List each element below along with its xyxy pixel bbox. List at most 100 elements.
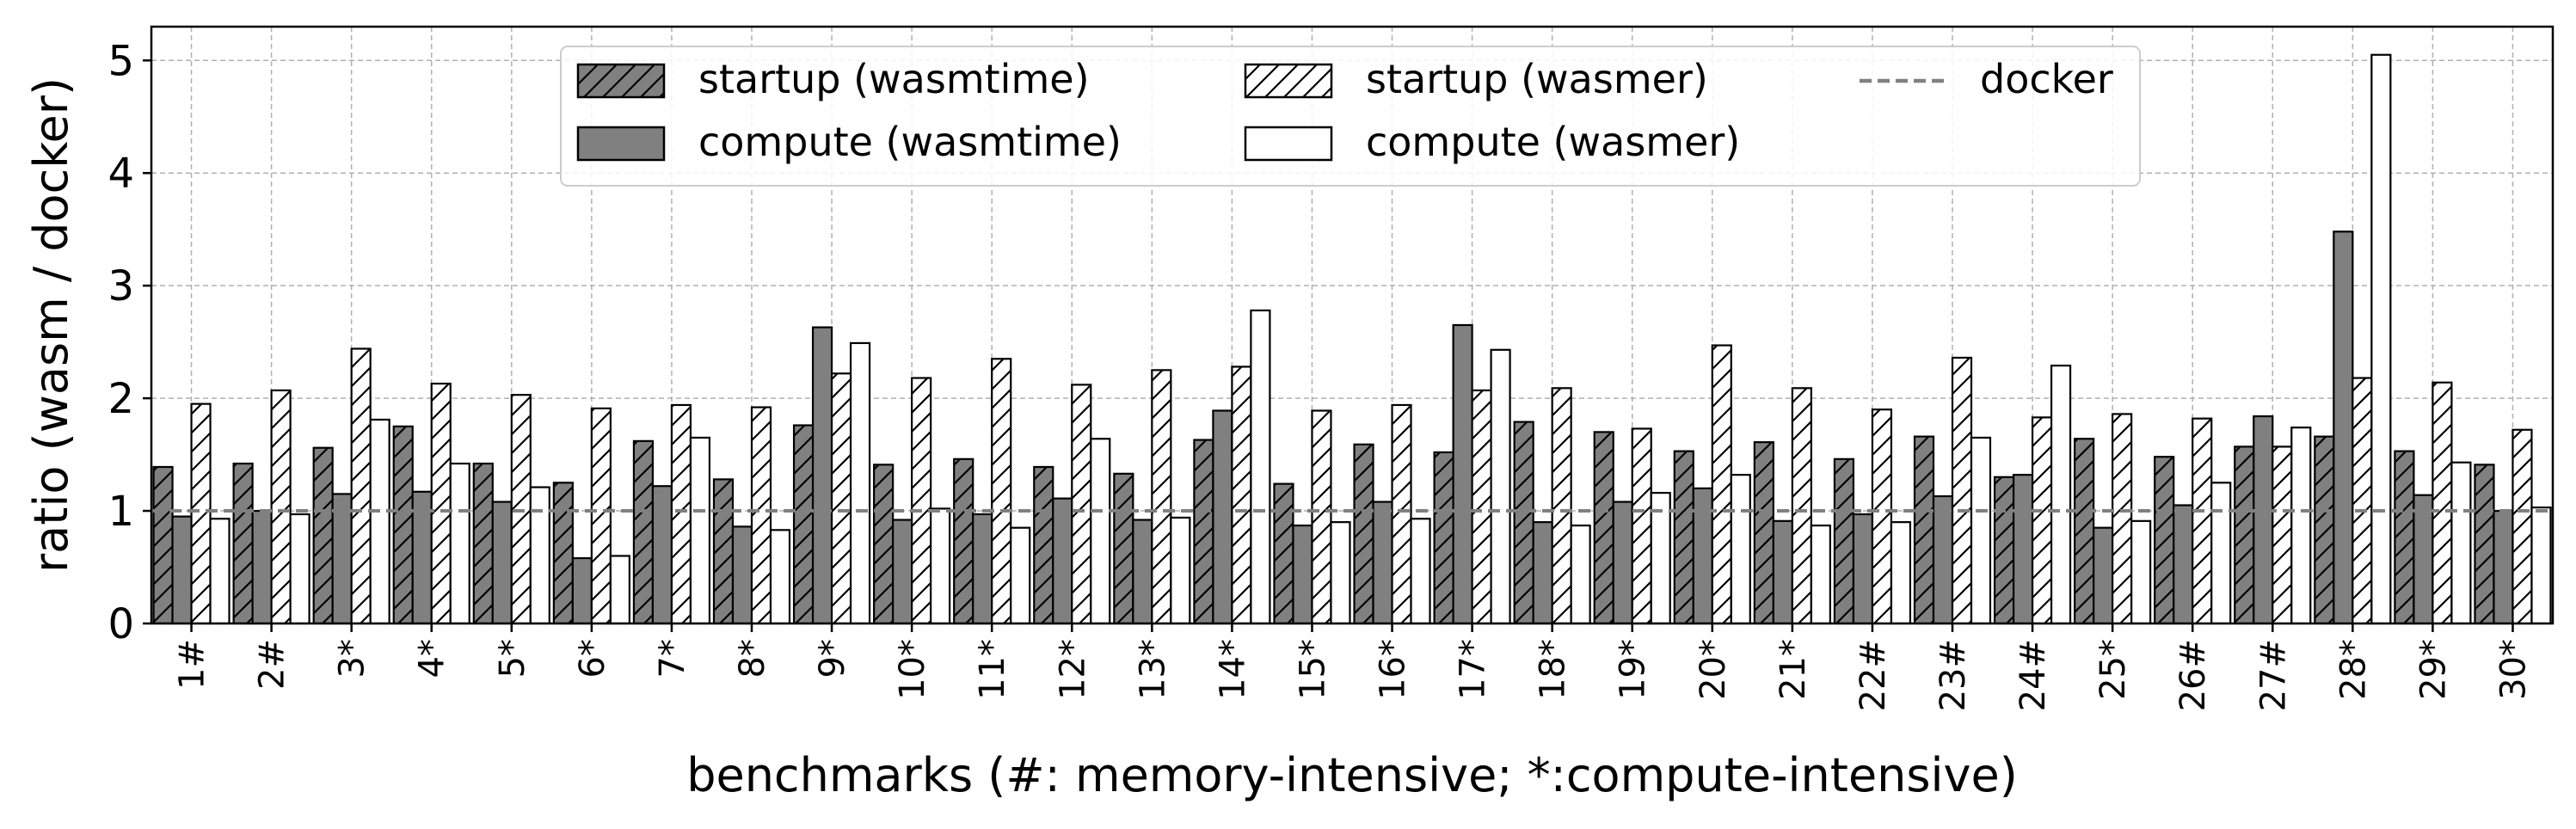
bar: [1934, 496, 1952, 623]
bar-hatch: [1915, 436, 1934, 623]
bar: [813, 327, 833, 623]
bar-hatch: [473, 464, 493, 623]
bar-hatch: [1754, 442, 1774, 623]
bar-hatch: [2432, 382, 2452, 623]
legend-label: compute (wasmer): [1366, 119, 1740, 165]
bar-hatch: [2032, 417, 2052, 623]
legend-swatch-outline: [1244, 63, 1333, 99]
x-tick-label: 5*: [493, 639, 532, 678]
bar-hatch: [233, 464, 253, 623]
bar: [1891, 522, 1910, 623]
legend-swatch-outline: [576, 126, 666, 162]
x-tick-label: 23#: [1934, 639, 1973, 711]
bar: [210, 519, 230, 623]
bar-hatch: [2192, 418, 2212, 623]
x-tick-label: 28*: [2333, 639, 2373, 700]
x-tick-label: 12*: [1053, 639, 1092, 700]
bar: [771, 530, 790, 623]
bar-hatch: [1792, 388, 1811, 623]
bar: [851, 342, 870, 623]
bar: [2173, 505, 2193, 623]
x-tick-label: 4*: [413, 639, 452, 678]
x-tick-label: 13*: [1133, 639, 1172, 700]
x-tick-label: 16*: [1374, 639, 1413, 700]
bar: [2531, 507, 2551, 623]
bar-hatch: [2235, 446, 2254, 623]
bar-hatch: [1594, 432, 1614, 623]
legend-label: startup (wasmer): [1366, 56, 1708, 102]
y-tick-label: 2: [108, 375, 134, 423]
x-tick-label: 11*: [973, 639, 1012, 700]
x-tick-label: 8*: [733, 639, 772, 678]
bar: [1811, 525, 1830, 623]
legend-label: startup (wasmtime): [698, 56, 1090, 102]
bar-hatch: [633, 440, 653, 623]
bar-hatch: [714, 479, 733, 623]
bar-hatch: [874, 464, 894, 623]
bar-hatch: [1114, 473, 1134, 623]
bar-hatch: [393, 426, 413, 623]
bar-hatch: [1995, 476, 2014, 623]
bar: [652, 486, 672, 623]
bar: [893, 519, 913, 623]
bar-hatch: [2512, 429, 2532, 623]
x-tick-label: 7*: [653, 639, 692, 678]
bar-hatch: [992, 359, 1011, 623]
bar: [2371, 54, 2391, 624]
y-axis-label: ratio (wasm / docker): [24, 77, 78, 573]
bar-hatch: [153, 466, 173, 623]
x-axis-label: benchmarks (#: memory-intensive; *:compu…: [686, 748, 2018, 802]
legend-box: [560, 46, 2141, 187]
bar-hatch: [1152, 370, 1171, 623]
bar-hatch: [2075, 439, 2094, 623]
bar-hatch: [1434, 451, 1454, 623]
bar-hatch: [2155, 457, 2174, 623]
bar: [1693, 488, 1712, 623]
bar: [2013, 475, 2033, 623]
bar: [2451, 462, 2471, 623]
x-tick-label: 17*: [1454, 639, 1493, 700]
x-tick-label: 18*: [1534, 639, 1573, 700]
x-tick-label: 22#: [1854, 639, 1893, 711]
bar-hatch: [591, 408, 611, 623]
bar-hatch: [2315, 436, 2334, 623]
bar: [973, 513, 993, 623]
bar: [2413, 494, 2433, 623]
bar: [690, 437, 710, 623]
y-tick-label: 0: [108, 600, 134, 648]
bar-hatch: [553, 482, 573, 623]
bar: [1053, 498, 1073, 623]
x-tick-label: 1#: [173, 639, 212, 690]
bar-hatch: [1274, 483, 1294, 623]
x-tick-label: 10*: [893, 639, 932, 700]
bar: [1251, 310, 1270, 623]
bar: [2253, 416, 2273, 623]
bar: [1091, 439, 1110, 623]
bar-hatch: [1674, 451, 1694, 623]
y-tick-label: 5: [108, 37, 134, 85]
legend-swatch: [1245, 127, 1331, 160]
bar-hatch: [794, 425, 814, 623]
bar: [572, 558, 592, 623]
bar-hatch: [1514, 421, 1534, 623]
bar: [252, 511, 272, 623]
x-tick-label: 19*: [1614, 639, 1653, 700]
bar: [2051, 365, 2071, 623]
bar: [1971, 437, 1990, 623]
bar-hatch: [1472, 390, 1491, 623]
y-tick-label: 4: [108, 150, 134, 198]
x-tick-label: 24#: [2013, 639, 2053, 711]
bar: [733, 526, 752, 623]
legend-swatch: [578, 127, 664, 160]
bar: [1373, 501, 1393, 623]
legend-swatch-outline: [1244, 126, 1333, 162]
bar: [2211, 482, 2231, 623]
bar-hatch: [752, 407, 771, 623]
y-tick-label: 1: [108, 488, 134, 536]
bar: [450, 464, 470, 623]
y-tick-label: 3: [108, 262, 134, 310]
bar-hatch: [832, 373, 851, 623]
bar: [492, 501, 512, 623]
legend-swatch-hatch: [578, 64, 664, 97]
